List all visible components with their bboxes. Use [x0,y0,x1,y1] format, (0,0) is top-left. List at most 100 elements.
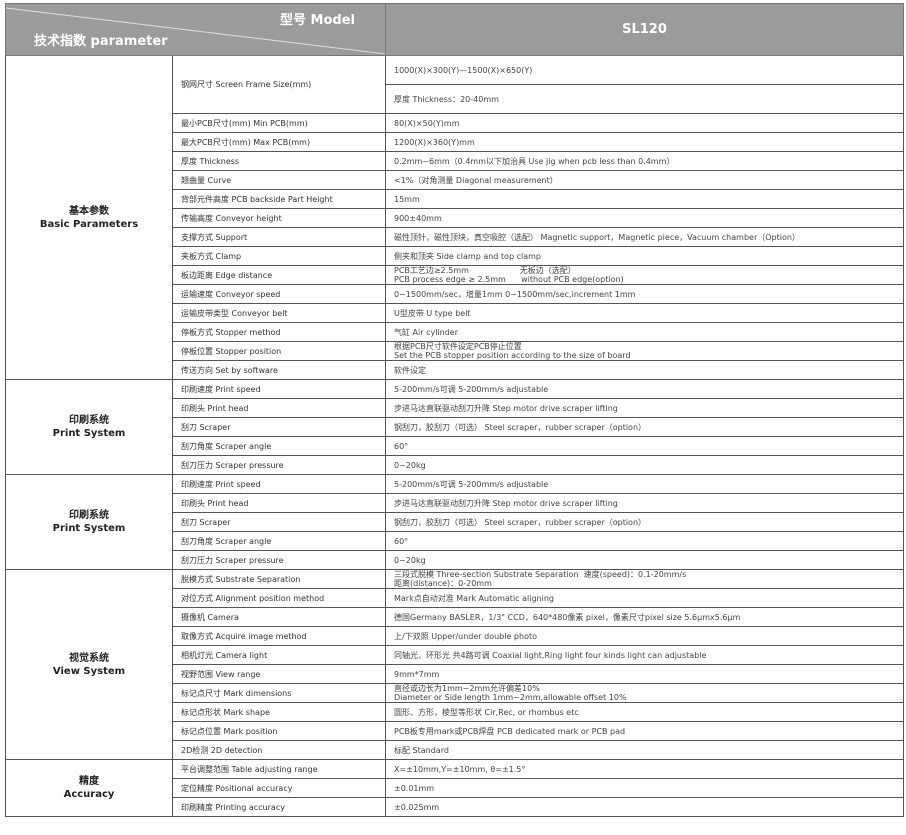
param-label: 刮刀角度 Scraper angle [172,436,386,456]
table-row: 基本参数 Basic Parameters 钢网尺寸 Screen Frame Si… [5,55,904,380]
group-name-en: Accuracy [63,789,115,800]
param-label: 刮刀压力 Scraper pressure [172,550,386,570]
param-value: 1000(X)×300(Y)—1500(X)×650(Y) [385,55,904,85]
param-label: 刮刀压力 Scraper pressure [172,455,386,475]
header-row: 型号 Model 技术指数 parameter SL120 [5,3,904,56]
group-name-en: Print System [52,428,126,439]
table-row: 精度 Accuracy 平台调整范围 Table adjusting range X=… [5,759,904,817]
param-value: 圆形、方形，棱型等形状 Cir,Rec, or rhombus etc [385,702,904,722]
param-value: 同轴光、环形光 共4路可调 Coaxial light,Ring light f… [385,645,904,665]
param-label: 停板方式 Stopper method [172,322,386,342]
param-value: 0.2mm~6mm（0.4mm以下加治具 Use jig when pcb le… [385,151,904,171]
table-row: 摄像机 Camera 德国Germany BASLER，1/3" CCD，640*… [6,607,904,627]
param-label: 刮刀 Scraper [172,512,386,532]
param-label: 运输速度 Conveyor speed [172,284,386,304]
param-value: 软件设定 [385,360,904,380]
param-label: 2D检测 2D detection [172,740,386,760]
param-value: 步进马达直联驱动刮刀升降 Step motor drive scraper li… [385,493,904,513]
param-label: 取像方式 Acquire image method [172,626,386,646]
table-row: 停板方式 Stopper method 气缸 Air cylinder [6,322,904,342]
group-label: 视觉系统 View System [5,569,173,760]
param-label: 夹板方式 Clamp [172,246,386,266]
group-name-cn: 精度 [79,776,99,787]
param-value: <1%（对角测量 Diagonal measurement） [385,170,904,190]
param-label: 印刷速度 Print speed [172,474,386,494]
model-label: 型号 Model [280,13,355,28]
group-name-cn: 视觉系统 [69,652,109,664]
table-row: 印刷系统 Print System 印刷速度 Print speed 5-200mm/… [5,379,904,475]
param-label: 最大PCB尺寸(mm) Max PCB(mm) [172,132,386,152]
param-value: 侧夹和顶夹 Side clamp and top clamp [385,246,904,266]
param-label: 钢网尺寸 Screen Frame Size(mm) [172,55,386,114]
param-label: 停板位置 Stopper position [172,341,386,361]
table-row: 支撑方式 Support 磁性顶针，磁性顶块，真空吸腔（选配） Magnetic … [6,227,904,247]
param-value: U型皮带 U type belt [385,303,904,323]
param-label: 对位方式 Alignment position method [172,588,386,608]
param-value: 德国Germany BASLER，1/3" CCD，640*480像素 pixe… [385,607,904,627]
param-value-line: Set the PCB stopper position according t… [394,351,631,360]
param-value-line: PCB工艺边≥2.5mm 无板边（选配） [394,266,576,276]
param-value: 厚度 Thickness：20-40mm [385,84,904,114]
table-row: 定位精度 Positional accuracy ±0.01mm [6,778,904,798]
table-row: 厚度 Thickness：20-40mm [6,84,904,114]
parameter-label: 技术指数 parameter [34,34,168,49]
param-value: 磁性顶针，磁性顶块，真空吸腔（选配） Magnetic support，Magn… [385,227,904,247]
group-name-en: Print System [52,523,126,534]
param-label: 运输皮带类型 Conveyor belt [172,303,386,323]
table-row: 印刷系统 Print System 印刷速度 Print speed 5-200mm/… [5,474,904,570]
param-label: 板边距离 Edge distance [172,265,386,285]
table-row: 印刷头 Print head 步进马达直联驱动刮刀升降 Step motor dr… [6,493,904,513]
param-label: 印刷头 Print head [172,493,386,513]
param-label: 厚度 Thickness [172,151,386,171]
param-value-line: 根据PCB尺寸软件设定PCB停止位置 [394,342,522,352]
param-value: PCB板专用mark或PCB焊盘 PCB dedicated mark or P… [385,721,904,741]
param-label: 刮刀 Scraper [172,417,386,437]
param-label: 摄像机 Camera [172,607,386,627]
param-value: X=±10mm,Y=±10mm, θ=±1.5° [385,759,904,779]
table-row: 运输速度 Conveyor speed 0~1500mm/sec，增量1mm 0~… [6,284,904,304]
group-name-cn: 基本参数 [69,205,109,217]
param-value-line: Diameter or Side length 1mm~2mm,allowabl… [394,693,627,702]
param-label: 标记点尺寸 Mark dimensions [172,683,386,703]
param-value: 15mm [385,189,904,209]
table-row: 刮刀 Scraper 钢刮刀，胶刮刀（可选） Steel scraper，rubb… [6,417,904,437]
table-row: 翘曲量 Curve <1%（对角测量 Diagonal measurement） [6,170,904,190]
diagonal-divider [6,7,385,55]
param-value: 0~20kg [385,455,904,475]
param-value: ±0.01mm [385,778,904,798]
param-value: 三段式脱模 Three-section Substrate Separation… [385,569,904,589]
table-row: 运输皮带类型 Conveyor belt U型皮带 U type belt [6,303,904,323]
param-value: 直径或边长为1mm~2mm允许偏差10% Diameter or Side len… [385,683,904,703]
param-value: 5-200mm/s可调 5-200mm/s adjustable [385,379,904,399]
param-value-line: PCB process edge ≥ 2.5mm without PCB edg… [394,275,624,284]
header-corner: 型号 Model 技术指数 parameter [5,3,386,56]
param-value: 900±40mm [385,208,904,228]
param-value: 9mm*7mm [385,664,904,684]
group-label: 基本参数 Basic Parameters [5,55,173,380]
table-row: 标记点尺寸 Mark dimensions 直径或边长为1mm~2mm允许偏差10… [6,683,904,703]
param-value: 气缸 Air cylinder [385,322,904,342]
group-label: 印刷系统 Print System [5,379,173,475]
table-row: 停板位置 Stopper position 根据PCB尺寸软件设定PCB停止位置 S… [6,341,904,361]
table-row: 夹板方式 Clamp 侧夹和顶夹 Side clamp and top clamp [6,246,904,266]
param-value: PCB工艺边≥2.5mm 无板边（选配） PCB process edge ≥ 2… [385,265,904,285]
param-value: 钢刮刀，胶刮刀（可选） Steel scraper，rubber scraper… [385,512,904,532]
param-label: 相机灯光 Camera light [172,645,386,665]
group-name-cn: 印刷系统 [69,415,109,426]
param-label: 平台调整范围 Table adjusting range [172,759,386,779]
param-label: 背部元件高度 PCB backside Part Height [172,189,386,209]
param-value: 钢刮刀，胶刮刀（可选） Steel scraper，rubber scraper… [385,417,904,437]
table-row: 刮刀角度 Scraper angle 60° [6,531,904,551]
table-row: 印刷头 Print head 步进马达直联驱动刮刀升降 Step motor dr… [6,398,904,418]
param-label: 标记点形状 Mark shape [172,702,386,722]
param-label: 最小PCB尺寸(mm) Min PCB(mm) [172,113,386,133]
table-row: 印刷精度 Printing accuracy ±0.025mm [6,797,904,817]
group-name-cn: 印刷系统 [69,510,109,521]
param-label: 脱模方式 Substrate Separation [172,569,386,589]
param-value-line: 距离(distance)：0-20mm [394,579,492,588]
param-value: 0~20kg [385,550,904,570]
group-name-en: View System [52,665,126,677]
param-value: 上/下双照 Upper/under double photo [385,626,904,646]
param-label: 传送方向 Set by software [172,360,386,380]
param-label: 刮刀角度 Scraper angle [172,531,386,551]
